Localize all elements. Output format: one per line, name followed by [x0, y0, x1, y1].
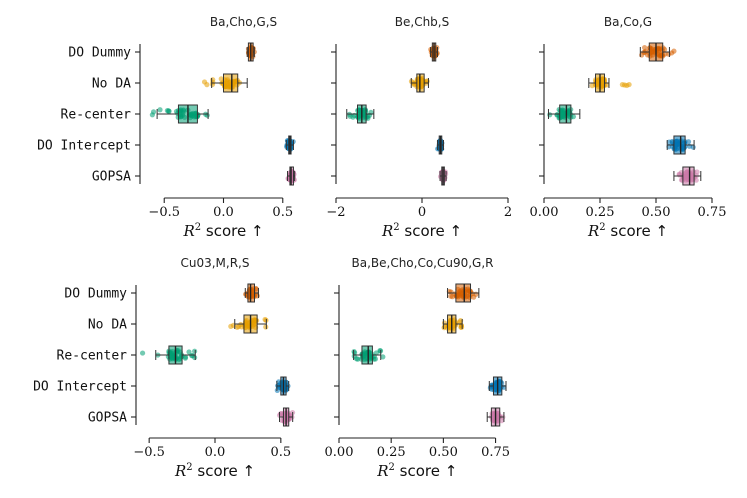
box-do-dummy	[428, 42, 440, 62]
box-re-center	[139, 345, 198, 365]
x-tick-label: 0.0	[213, 205, 234, 220]
outlier-point	[626, 81, 632, 88]
x-tick-label: −2	[326, 205, 345, 220]
data-point	[157, 107, 163, 113]
box-re-center	[346, 104, 375, 124]
data-point	[685, 139, 692, 145]
panel-5: Ba,Be,Cho,Co,Cu90,G,R 0.00 0.25 0.50 0.75 R2 …	[325, 256, 511, 480]
panel-1: Ba,Cho,G,S DO Dummy No DA Re-center DO Inter…	[37, 15, 297, 240]
data-point	[263, 324, 269, 330]
box-no-da	[588, 73, 632, 93]
data-point	[473, 291, 479, 297]
x-tick-label: 0.5	[270, 445, 291, 460]
iqr-box	[559, 104, 572, 124]
box-do-intercept	[487, 376, 507, 396]
x-tick-label: 0.0	[205, 445, 226, 460]
x-tick-label: 0.25	[586, 205, 615, 220]
x-tick-label: 0.25	[377, 445, 406, 460]
y-tick-label: Re-center	[61, 108, 132, 123]
y-tick-label: Re-center	[57, 349, 128, 364]
x-tick-label: 0	[418, 205, 426, 220]
panel-3: Ba,Co,G 0.00 0.25 0.50 0.75 R2 score ↑	[530, 15, 727, 240]
box-do-intercept	[435, 135, 445, 155]
y-tick-label: GOPSA	[88, 411, 127, 426]
x-tick-label: −0.5	[148, 205, 180, 220]
data-point	[218, 76, 224, 82]
data-point	[186, 349, 192, 355]
box-do-dummy	[245, 42, 257, 62]
panel-2: Be,Chb,S −2 0 2 R2 score ↑	[326, 15, 512, 240]
box-no-da	[201, 73, 248, 93]
box-gopsa	[276, 407, 296, 427]
data-point	[166, 108, 172, 114]
box-do-intercept	[284, 135, 296, 155]
box-gopsa	[673, 166, 702, 186]
data-point	[547, 112, 553, 118]
data-point	[355, 356, 361, 362]
iqr-box	[673, 135, 686, 155]
y-tick-label: DO Intercept	[37, 139, 131, 154]
y-tick-label: DO Intercept	[33, 380, 127, 395]
y-tick-label: DO Dummy	[68, 46, 131, 61]
y-tick-label: No DA	[88, 318, 127, 333]
x-tick-label: −0.5	[133, 445, 165, 460]
box-do-dummy	[639, 42, 677, 62]
data-point	[377, 347, 383, 354]
x-axis-label: R2 score ↑	[174, 462, 255, 480]
x-tick-label: 0.50	[642, 205, 671, 220]
x-tick-label: 0.75	[481, 445, 510, 460]
box-no-da	[408, 73, 430, 93]
box-do-intercept	[666, 135, 696, 155]
iqr-box	[682, 166, 695, 186]
panel-title: Ba,Co,G	[604, 15, 652, 29]
x-tick-label: 2	[504, 205, 512, 220]
y-tick-label: No DA	[92, 77, 131, 92]
y-tick-label: DO Dummy	[64, 287, 127, 302]
box-re-center	[351, 345, 386, 365]
x-axis-label: R2 score ↑	[381, 222, 462, 240]
x-tick-label: 0.5	[272, 205, 293, 220]
x-tick-label: 0.75	[698, 205, 727, 220]
box-gopsa	[285, 166, 297, 186]
data-point	[641, 45, 648, 51]
x-axis-label: R2 score ↑	[182, 222, 263, 240]
box-do-dummy	[446, 283, 480, 303]
iqr-box	[223, 73, 239, 93]
box-gopsa	[437, 166, 449, 186]
data-point	[262, 316, 268, 323]
x-tick-label: 0.00	[325, 445, 354, 460]
box-gopsa	[486, 407, 506, 427]
y-tick-label: GOPSA	[92, 170, 131, 185]
data-point	[350, 114, 356, 120]
box-no-da	[228, 314, 269, 334]
box-do-intercept	[274, 376, 291, 396]
panel-title: Ba,Cho,G,S	[210, 15, 277, 29]
panel-4: Cu03,M,R,S DO Dummy No DA Re-center DO Inter…	[33, 256, 296, 480]
box-no-da	[441, 314, 465, 334]
outlier-point	[204, 82, 210, 88]
outlier-point	[150, 109, 157, 115]
panel-title: Cu03,M,R,S	[180, 256, 249, 270]
x-axis-label: R2 score ↑	[587, 222, 668, 240]
data-point	[189, 353, 195, 359]
data-point	[448, 293, 454, 299]
outlier-point	[139, 350, 146, 356]
panel-title: Be,Chb,S	[395, 15, 449, 29]
outlier-point	[671, 48, 677, 54]
data-point	[173, 108, 180, 115]
iqr-box	[361, 345, 373, 365]
box-re-center	[149, 104, 210, 124]
outlier-point	[380, 354, 386, 360]
x-axis-label: R2 score ↑	[376, 462, 457, 480]
data-point	[192, 348, 198, 354]
x-tick-label: 0.50	[429, 445, 458, 460]
iqr-box	[455, 283, 472, 303]
box-re-center	[547, 104, 581, 124]
panel-title: Ba,Be,Cho,Co,Cu90,G,R	[351, 256, 493, 270]
x-tick-label: 0.00	[530, 205, 559, 220]
box-do-dummy	[243, 283, 260, 303]
data-point	[182, 354, 189, 360]
